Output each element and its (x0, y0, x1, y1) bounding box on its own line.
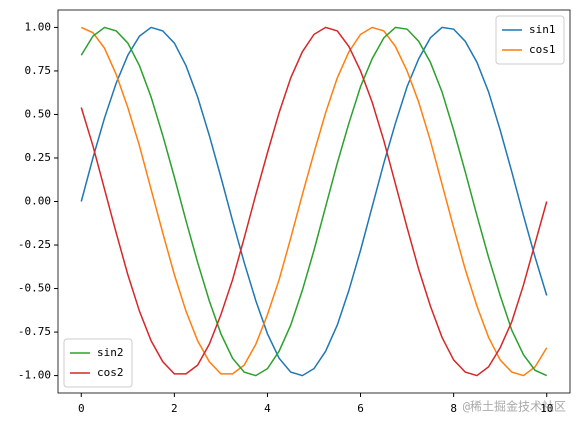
x-tick-label: 0 (78, 402, 85, 415)
y-tick-label: -0.50 (18, 282, 51, 295)
legend-box (63, 338, 133, 388)
y-tick-label: -1.00 (18, 369, 51, 382)
legend-label: cos2 (97, 366, 124, 379)
series-line (80, 26, 548, 377)
y-tick-label: 0.50 (25, 107, 52, 120)
series-line (80, 26, 548, 377)
y-tick-label: 0.00 (25, 195, 52, 208)
series-line (80, 26, 548, 377)
x-tick-label: 8 (450, 402, 457, 415)
series-line (80, 26, 548, 377)
y-tick-label: 0.25 (25, 151, 52, 164)
x-tick-label: 4 (264, 402, 271, 415)
legend-label: cos1 (529, 43, 556, 56)
x-tick-label: 6 (357, 402, 364, 415)
y-tick-label: 1.00 (25, 20, 52, 33)
legend-label: sin1 (529, 23, 556, 36)
x-tick-label: 10 (540, 402, 553, 415)
y-tick-label: 0.75 (25, 64, 52, 77)
y-tick-label: -0.25 (18, 238, 51, 251)
x-tick-label: 2 (171, 402, 178, 415)
plot-frame (57, 9, 571, 394)
y-tick-label: -0.75 (18, 325, 51, 338)
legend-label: sin2 (97, 346, 124, 359)
watermark: @稀土掘金技术社区 (463, 399, 566, 414)
legend-box (495, 15, 565, 65)
